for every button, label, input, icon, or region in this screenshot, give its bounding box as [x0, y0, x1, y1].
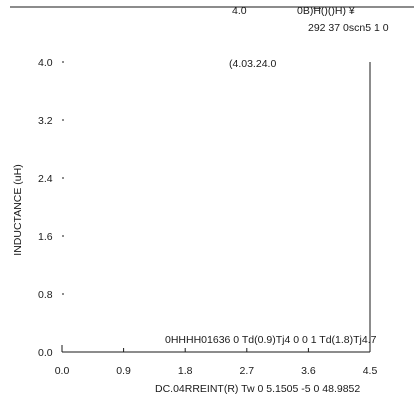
- x-tick-label: 1.8: [178, 365, 193, 377]
- annotation-mid: (4.03.24.0: [229, 58, 276, 70]
- y-tick-label: 0.0: [38, 347, 53, 359]
- annotation-top-1: 4.0: [232, 5, 247, 17]
- x-tick-label: 4.5: [363, 365, 378, 377]
- x-tick-label: 0.0: [55, 365, 70, 377]
- annotation-top-3: 292 37 0scn5 1 0: [308, 22, 389, 34]
- y-tick-label: 2.4: [38, 173, 53, 185]
- y-tick-label: 3.2: [38, 115, 53, 127]
- annotation-bottom-2: DC.04RREINT(R) Tw 0 5.1505 -5 0 48.9852: [155, 383, 360, 395]
- x-tick-label: 3.6: [301, 365, 316, 377]
- annotation-top-2: 0B)Ħ()()H) ¥: [297, 5, 355, 17]
- y-axis-label: INDUCTANCE (uH): [12, 164, 24, 255]
- x-tick-label: 2.7: [239, 365, 254, 377]
- y-tick-label: 0.8: [38, 289, 53, 301]
- y-tick-label: 1.6: [38, 231, 53, 243]
- annotation-bottom-1: 0HHHH01636 0 Td(0.9)Tj4 0 0 1 Td(1.8)Tj4…: [165, 334, 377, 346]
- x-tick-label: 0.9: [116, 365, 131, 377]
- y-tick-label: 4.0: [38, 57, 53, 69]
